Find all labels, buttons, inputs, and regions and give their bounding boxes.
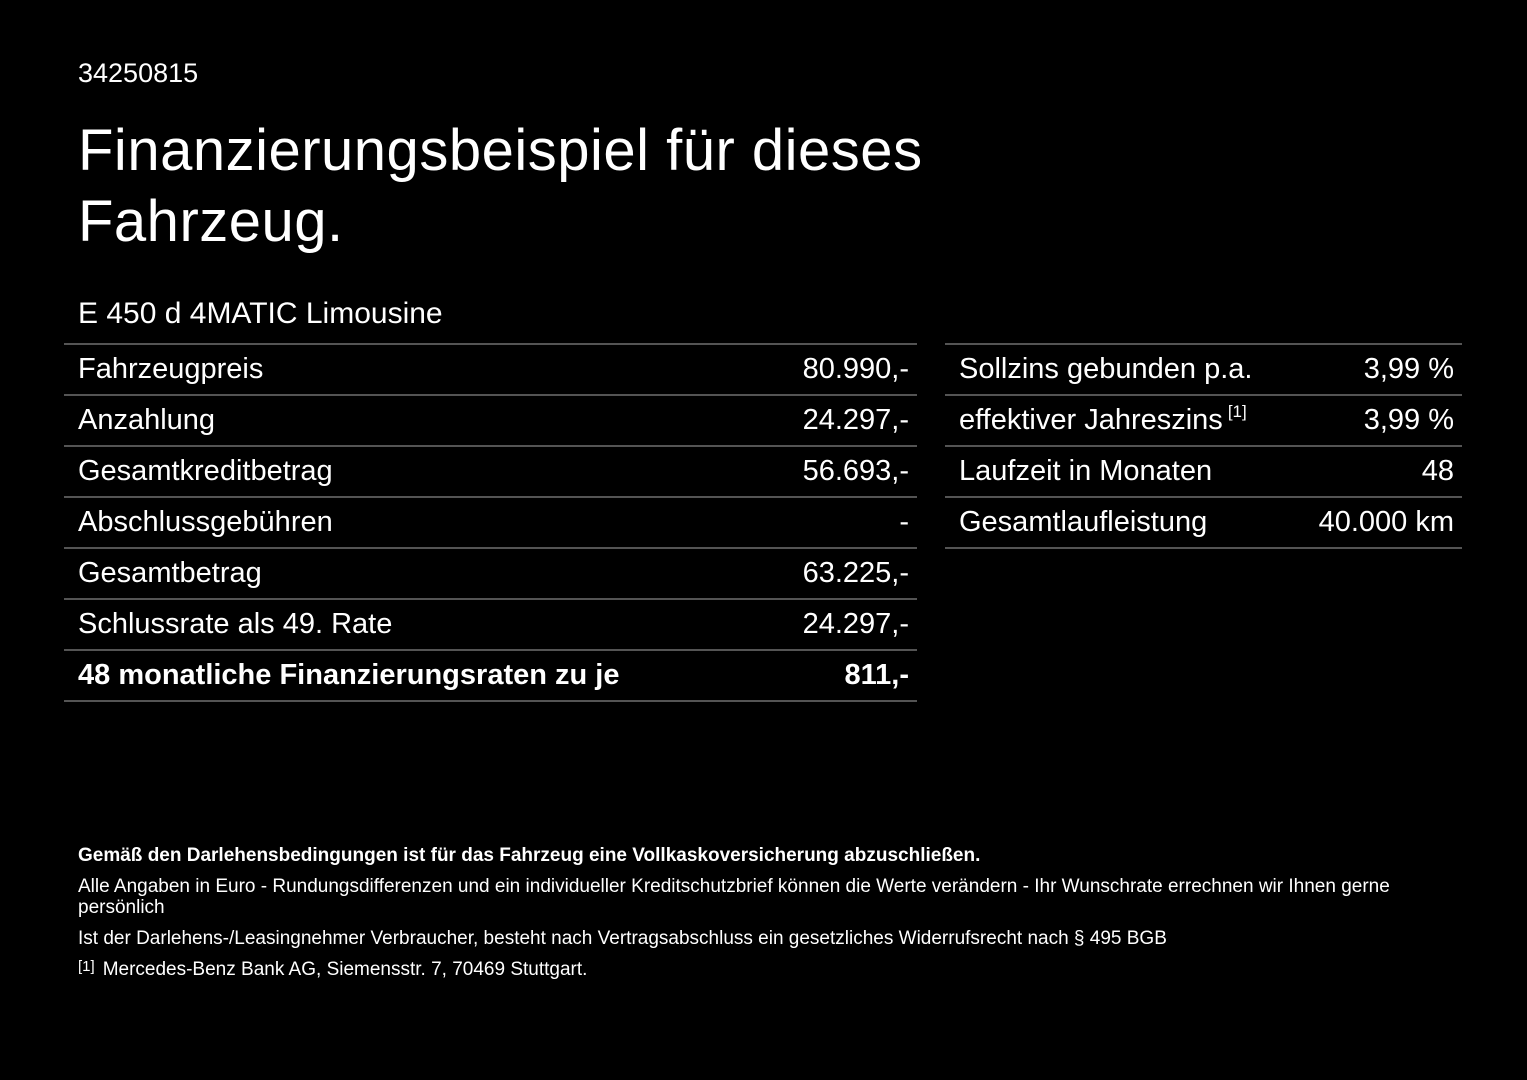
row-value: 3,99 %: [1363, 404, 1454, 436]
row-label: effektiver Jahreszins [1]: [959, 402, 1247, 437]
row-value: 63.225,-: [802, 557, 909, 589]
footnote-euro-disclaimer: Alle Angaben in Euro - Rundungsdifferenz…: [78, 876, 1390, 918]
row-label: Laufzeit in Monaten: [959, 455, 1213, 487]
footnote-insurance: Gemäß den Darlehensbedingungen ist für d…: [78, 845, 981, 866]
table-row: Gesamtlaufleistung 40.000 km: [945, 498, 1462, 549]
table-row: Gesamtbetrag 63.225,-: [64, 549, 917, 600]
row-label: Gesamtlaufleistung: [959, 506, 1208, 538]
row-value: 24.297,-: [802, 404, 909, 436]
vehicle-model: E 450 d 4MATIC Limousine: [78, 297, 443, 330]
row-label: Schlussrate als 49. Rate: [78, 608, 393, 640]
table-row: Abschlussgebühren -: [64, 498, 917, 549]
table-row: Gesamtkreditbetrag 56.693,-: [64, 447, 917, 498]
table-row: Anzahlung 24.297,-: [64, 396, 917, 447]
finance-table-right: Sollzins gebunden p.a. 3,99 % effektiver…: [945, 343, 1462, 549]
row-value: 3,99 %: [1363, 353, 1454, 385]
table-row: Sollzins gebunden p.a. 3,99 %: [945, 345, 1462, 396]
row-value: 56.693,-: [802, 455, 909, 487]
row-label: Anzahlung: [78, 404, 216, 436]
row-label: Abschlussgebühren: [78, 506, 333, 538]
row-label: Sollzins gebunden p.a.: [959, 353, 1253, 385]
footnote-bank-text: Mercedes-Benz Bank AG, Siemensstr. 7, 70…: [102, 959, 588, 980]
row-label: Fahrzeugpreis: [78, 353, 264, 385]
footnote-ref: [1]: [1227, 402, 1247, 421]
row-label-text: effektiver Jahreszins: [959, 404, 1223, 436]
table-row-monthly-rate: 48 monatliche Finanzierungsraten zu je 8…: [64, 651, 917, 702]
finance-tables: Fahrzeugpreis 80.990,- Anzahlung 24.297,…: [64, 343, 1462, 702]
footnote-withdrawal-right: Ist der Darlehens-/Leasingnehmer Verbrau…: [78, 928, 1167, 949]
row-value: 40.000 km: [1318, 506, 1454, 538]
row-value: 24.297,-: [802, 608, 909, 640]
row-label: Gesamtbetrag: [78, 557, 262, 589]
row-value: 811,-: [844, 659, 910, 691]
finance-table-left: Fahrzeugpreis 80.990,- Anzahlung 24.297,…: [64, 343, 917, 702]
table-row: Laufzeit in Monaten 48: [945, 447, 1462, 498]
table-row: Fahrzeugpreis 80.990,-: [64, 345, 917, 396]
row-value: 80.990,-: [802, 353, 909, 385]
table-row: effektiver Jahreszins [1] 3,99 %: [945, 396, 1462, 447]
footnote-bank-address: [1] Mercedes-Benz Bank AG, Siemensstr. 7,…: [78, 958, 1478, 981]
row-label: 48 monatliche Finanzierungsraten zu je: [78, 659, 620, 691]
row-value: -: [899, 506, 909, 538]
document-id: 34250815: [78, 58, 199, 88]
footnote-marker: [1]: [78, 958, 95, 975]
footnotes-section: Gemäß den Darlehensbedingungen ist für d…: [78, 845, 1478, 991]
page-title: Finanzierungsbeispiel für dieses Fahrzeu…: [78, 118, 923, 254]
table-row: Schlussrate als 49. Rate 24.297,-: [64, 600, 917, 651]
row-value: 48: [1421, 455, 1454, 487]
row-label: Gesamtkreditbetrag: [78, 455, 333, 487]
